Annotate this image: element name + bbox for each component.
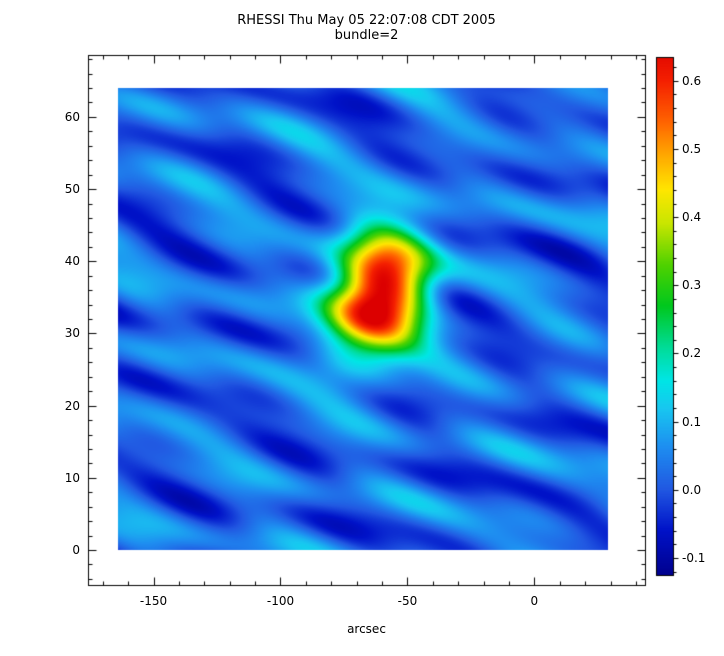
colorbar-tick-label: 0.3 — [682, 278, 702, 293]
y-tick-label: 40 — [64, 254, 80, 269]
colorbar-tick-label: 0.4 — [682, 210, 702, 225]
y-tick-label: 0 — [72, 543, 80, 557]
x-tick-label: 0 — [530, 594, 539, 608]
y-tick-label: 10 — [64, 470, 80, 485]
x-tick-label: -100 — [266, 594, 295, 608]
colorbar-tick-label: -0.1 — [682, 550, 706, 565]
y-tick-label: 30 — [64, 326, 80, 341]
x-tick-label: -50 — [397, 594, 418, 608]
colorbar-tick-label: 0.2 — [682, 346, 702, 361]
y-tick-label: 60 — [64, 109, 80, 124]
colorbar-tick-label: 0.6 — [682, 73, 702, 88]
colorbar-tick-label: 0.0 — [682, 482, 702, 497]
chart-subtitle: bundle=2 — [334, 28, 399, 43]
colorbar-tick-label: 0.5 — [682, 142, 702, 156]
chart-title: RHESSI Thu May 05 22:07:08 CDT 2005 — [237, 13, 496, 28]
y-tick-label: 50 — [64, 182, 80, 197]
y-tick-label: 20 — [64, 398, 80, 413]
x-tick-label: -150 — [139, 594, 168, 608]
colorbar-tick-label: 0.1 — [682, 414, 702, 429]
x-axis-label: arcsec — [347, 622, 386, 636]
